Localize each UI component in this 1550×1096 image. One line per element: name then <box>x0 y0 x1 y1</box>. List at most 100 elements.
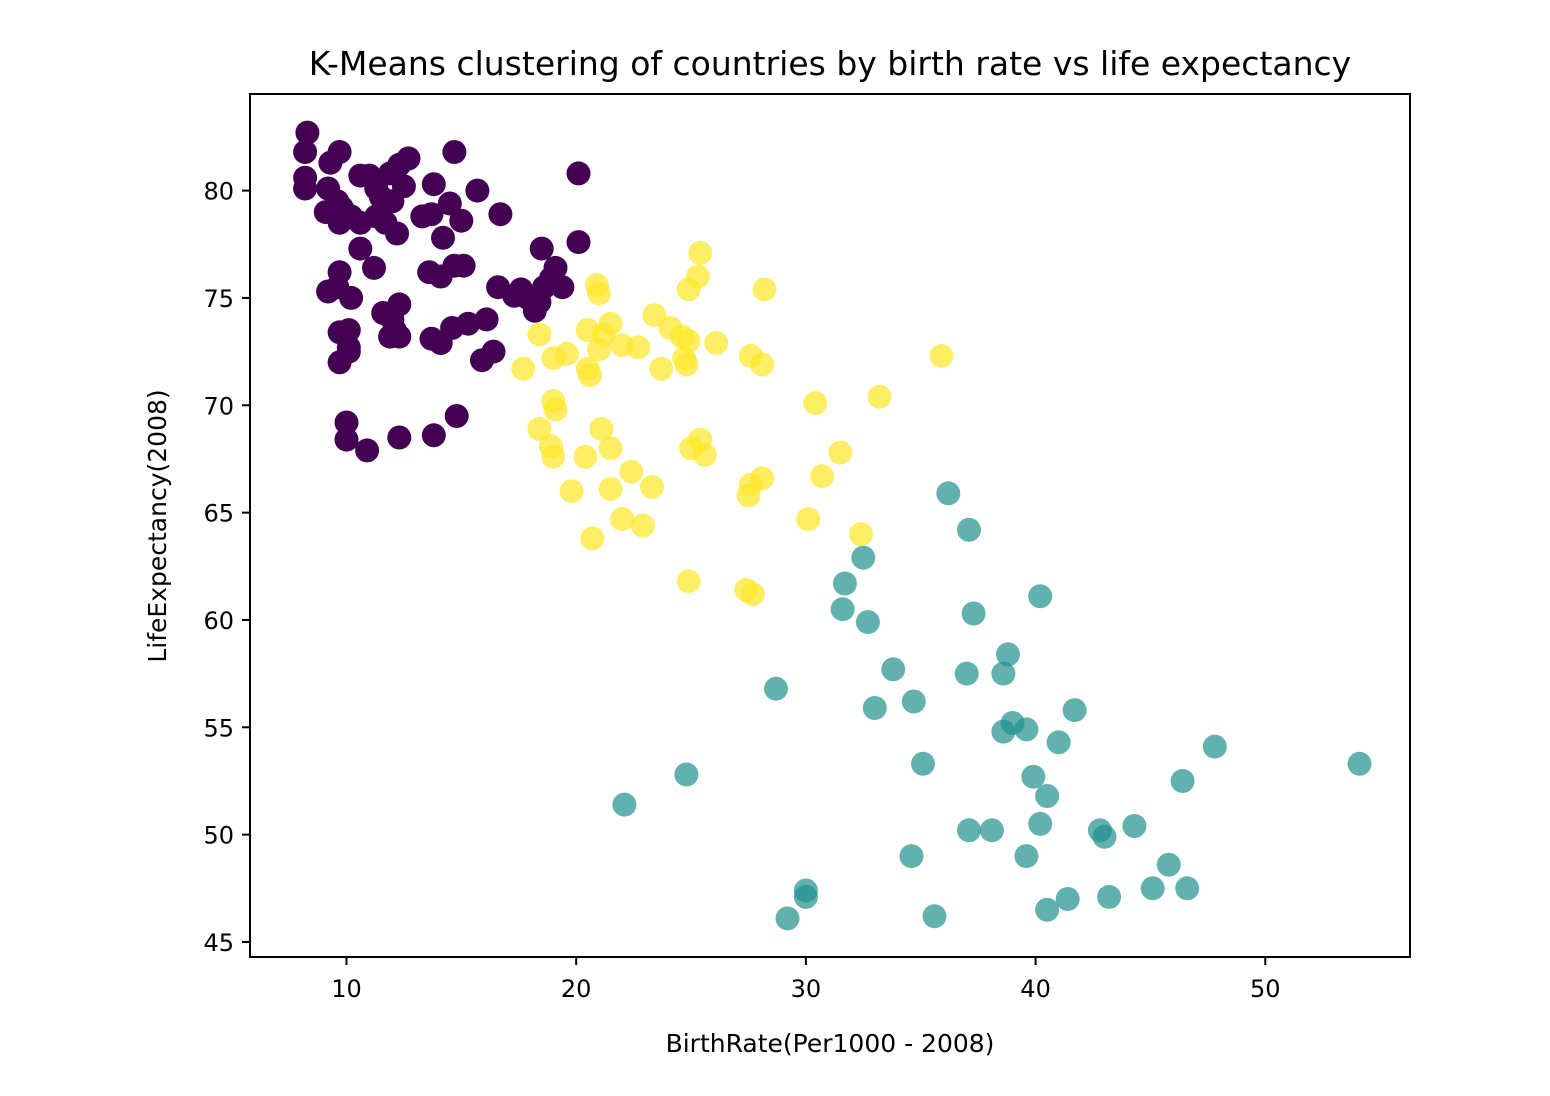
cluster-1-point <box>991 719 1016 744</box>
cluster-1-point <box>855 610 880 635</box>
cluster-2-point <box>692 442 717 467</box>
cluster-2-point <box>589 416 614 441</box>
cluster-2-point <box>587 337 612 362</box>
x-tick-label: 50 <box>1250 975 1281 1003</box>
cluster-2-point <box>676 569 701 594</box>
cluster-2-point <box>828 440 853 465</box>
cluster-0-point <box>481 339 506 364</box>
cluster-1-point <box>961 601 986 626</box>
cluster-1-point <box>851 545 876 570</box>
cluster-0-point <box>348 236 373 261</box>
cluster-0-point <box>387 425 412 450</box>
cluster-0-point <box>543 255 568 280</box>
cluster-1-point <box>1055 887 1080 911</box>
cluster-0-point <box>421 172 446 197</box>
x-tick-label: 30 <box>791 975 822 1003</box>
cluster-0-point <box>566 230 591 255</box>
cluster-1-point <box>793 884 818 909</box>
cluster-0-point <box>451 253 476 278</box>
cluster-0-point <box>295 120 320 145</box>
cluster-0-point <box>465 178 490 203</box>
cluster-0-point <box>550 275 575 300</box>
cluster-2-point <box>598 436 623 461</box>
cluster-1-point <box>911 751 935 776</box>
cluster-0-point <box>419 202 444 227</box>
cluster-2-point <box>750 466 775 491</box>
cluster-1-point <box>1014 844 1039 869</box>
cluster-0-point <box>431 225 455 250</box>
cluster-1-point <box>881 657 906 682</box>
cluster-1-point <box>954 661 979 686</box>
cluster-2-point <box>587 281 612 306</box>
cluster-2-point <box>626 335 651 360</box>
cluster-1-point <box>936 481 961 506</box>
cluster-1-point <box>612 792 637 817</box>
cluster-1-point <box>899 844 924 869</box>
cluster-2-point <box>598 477 623 501</box>
y-tick-label: 80 <box>203 178 234 206</box>
cluster-1-point <box>1097 884 1122 909</box>
cluster-1-point <box>1035 897 1060 922</box>
cluster-2-point <box>630 513 655 538</box>
cluster-2-point <box>640 474 664 499</box>
cluster-0-point <box>566 161 591 186</box>
points-layer <box>293 120 1372 931</box>
cluster-2-point <box>527 322 552 347</box>
cluster-1-point <box>1014 717 1039 742</box>
cluster-0-point <box>387 324 412 349</box>
cluster-2-point <box>573 444 598 469</box>
cluster-1-point <box>832 571 857 596</box>
cluster-2-point <box>849 522 873 547</box>
cluster-1-point <box>996 642 1020 667</box>
cluster-1-point <box>957 818 981 843</box>
cluster-0-point <box>444 404 469 428</box>
cluster-0-point <box>456 311 481 336</box>
cluster-2-point <box>580 526 605 551</box>
cluster-1-point <box>674 762 699 787</box>
cluster-1-point <box>1122 814 1147 838</box>
y-tick-label: 55 <box>203 714 234 742</box>
cluster-1-point <box>830 597 855 622</box>
cluster-0-point <box>348 210 373 235</box>
cluster-1-point <box>957 517 981 542</box>
cluster-2-point <box>610 507 635 532</box>
cluster-2-point <box>688 240 713 265</box>
cluster-2-point <box>619 459 644 484</box>
cluster-1-point <box>1170 769 1195 793</box>
cluster-0-point <box>334 427 359 452</box>
cluster-0-point <box>316 279 341 304</box>
cluster-2-series <box>511 240 954 607</box>
cluster-1-point <box>1021 764 1046 789</box>
cluster-1-point <box>862 696 887 720</box>
cluster-2-point <box>541 444 566 469</box>
cluster-2-point <box>704 331 729 355</box>
cluster-2-point <box>511 356 536 381</box>
y-tick-label: 75 <box>203 285 234 313</box>
cluster-2-point <box>796 507 821 532</box>
cluster-0-point <box>380 189 405 214</box>
cluster-0-point <box>442 140 467 164</box>
cluster-0-point <box>339 285 364 310</box>
y-tick-label: 70 <box>203 392 234 420</box>
cluster-1-point <box>1092 824 1117 849</box>
cluster-2-point <box>543 397 568 422</box>
x-tick-label: 10 <box>331 975 362 1003</box>
cluster-1-point <box>991 661 1016 686</box>
y-tick-label: 65 <box>203 500 234 528</box>
cluster-1-series <box>612 481 1372 931</box>
cluster-1-point <box>1156 852 1181 877</box>
y-axis-ticks: 45 50 55 60 65 70 75 80 <box>203 178 250 957</box>
cluster-1-point <box>1062 698 1087 723</box>
x-tick-label: 20 <box>561 975 592 1003</box>
cluster-1-point <box>1035 784 1060 808</box>
cluster-0-point <box>437 191 462 216</box>
cluster-1-point <box>1028 811 1053 836</box>
cluster-2-point <box>642 303 667 328</box>
cluster-1-point <box>764 676 788 701</box>
x-axis-ticks: 10 20 30 40 50 <box>331 957 1281 1003</box>
cluster-2-point <box>810 464 834 489</box>
cluster-0-point <box>334 410 359 435</box>
cluster-0-point <box>449 208 474 233</box>
